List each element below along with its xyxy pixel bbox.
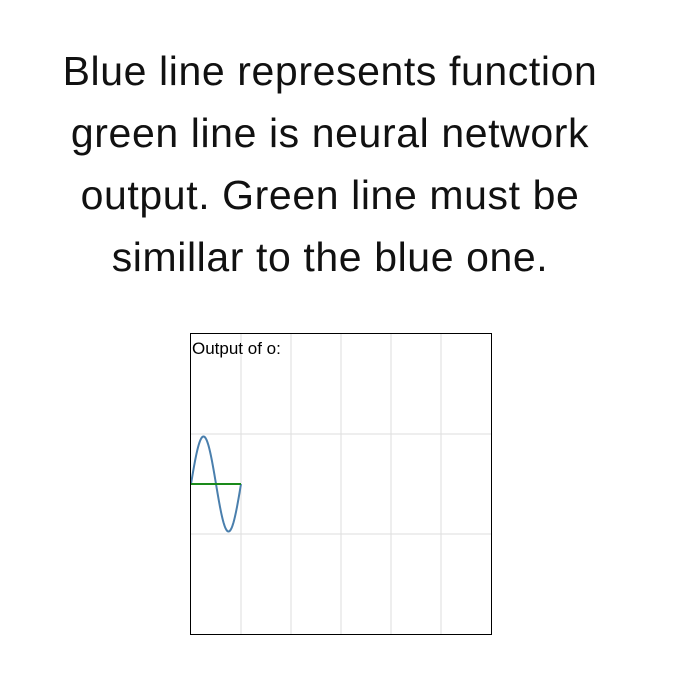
caption: Blue line represents function green line… <box>0 40 660 288</box>
caption-line-3: output. Green line must be <box>80 172 580 218</box>
caption-line-2: green line is neural network <box>70 110 590 156</box>
series-layer <box>191 435 242 533</box>
plot-canvas <box>191 334 491 634</box>
caption-line-4: simillar to the blue one. <box>111 234 549 280</box>
output-plot: Output of o: <box>190 333 492 635</box>
caption-line-1: Blue line represents function <box>62 48 598 94</box>
plot-title: Output of o: <box>192 339 281 358</box>
grid-lines <box>191 334 491 634</box>
